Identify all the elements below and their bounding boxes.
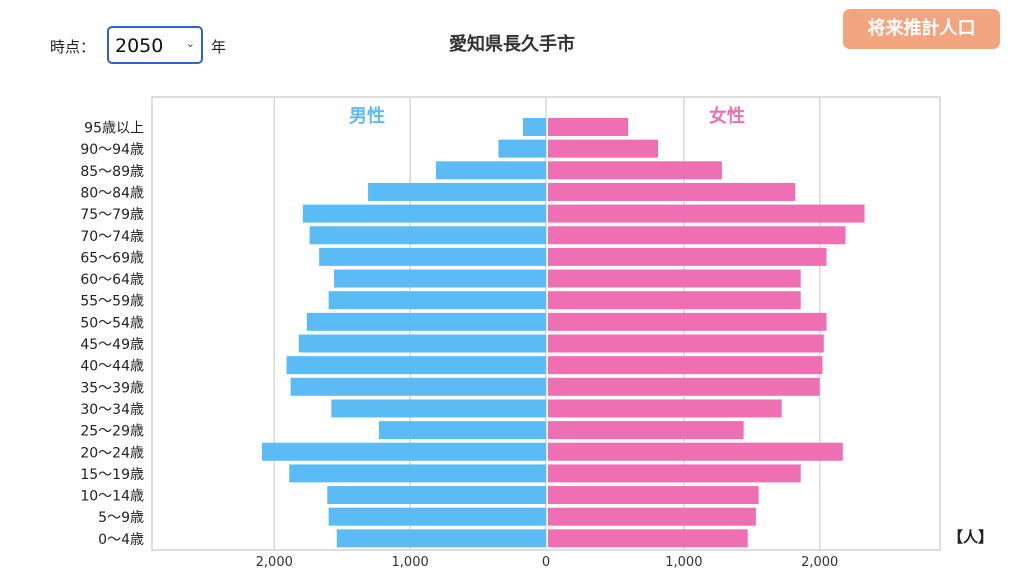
age-group-label: 85〜89歳	[80, 164, 144, 180]
female-bar	[548, 421, 744, 440]
year-select[interactable]: 2050 ⌄	[107, 26, 203, 64]
age-group-label: 25〜29歳	[80, 424, 144, 440]
female-bar	[548, 464, 801, 483]
female-bar	[548, 269, 801, 288]
age-group-label: 60〜64歳	[80, 272, 144, 288]
male-bar	[328, 507, 546, 526]
year-select-value: 2050	[115, 35, 164, 57]
male-bar	[286, 356, 546, 375]
male-bar	[327, 486, 546, 505]
male-bar	[328, 291, 546, 310]
male-bar	[334, 269, 546, 288]
female-bar	[548, 247, 827, 266]
age-group-label: 5〜9歳	[98, 510, 144, 526]
male-bar	[378, 421, 546, 440]
female-bar	[548, 399, 782, 418]
male-bar	[368, 182, 546, 201]
year-suffix: 年	[211, 38, 227, 56]
female-legend-label: 女性	[709, 105, 745, 127]
female-bar	[548, 226, 846, 245]
female-bar	[548, 182, 796, 201]
x-tick-label: 0	[542, 555, 550, 570]
age-group-label: 35〜39歳	[80, 380, 144, 396]
male-bar	[290, 377, 546, 396]
female-bar	[548, 139, 659, 158]
age-group-label: 50〜54歳	[80, 315, 144, 331]
female-bar	[548, 529, 748, 548]
female-bar	[548, 486, 759, 505]
x-tick-label: 1,000	[392, 555, 429, 570]
male-bar	[498, 139, 546, 158]
male-bar	[319, 247, 546, 266]
female-bar	[548, 204, 865, 223]
female-bar	[548, 356, 823, 375]
male-bar	[435, 161, 546, 180]
female-bar	[548, 291, 801, 310]
chevron-down-icon: ⌄	[185, 37, 195, 50]
future-population-button[interactable]: 将来推計人口	[843, 9, 1000, 49]
age-group-label: 75〜79歳	[80, 207, 144, 223]
age-group-label: 65〜69歳	[80, 250, 144, 266]
male-bar	[302, 204, 546, 223]
male-bar	[522, 118, 546, 136]
age-group-label: 95歳以上	[84, 121, 144, 137]
age-group-label: 30〜34歳	[80, 402, 144, 418]
male-legend-label: 男性	[349, 105, 385, 127]
age-group-label: 80〜84歳	[80, 185, 144, 201]
male-bar	[336, 529, 546, 548]
x-tick-label: 2,000	[256, 555, 293, 570]
female-bar	[548, 334, 824, 353]
male-bar	[306, 312, 546, 331]
x-tick-label: 1,000	[665, 555, 702, 570]
female-bar	[548, 312, 827, 331]
age-group-label: 70〜74歳	[80, 229, 144, 245]
year-label: 時点：	[50, 38, 96, 56]
male-bar	[289, 464, 546, 483]
x-tick-label: 2,000	[801, 555, 838, 570]
chart-title: 愛知県長久手市	[449, 34, 575, 55]
age-group-label: 45〜49歳	[80, 337, 144, 353]
male-bar	[309, 226, 546, 245]
age-group-label: 20〜24歳	[80, 445, 144, 461]
female-bar	[548, 507, 756, 526]
male-bar	[262, 442, 546, 461]
age-group-label: 15〜19歳	[80, 467, 144, 483]
female-bar	[548, 442, 843, 461]
age-group-label: 90〜94歳	[80, 142, 144, 158]
male-bar	[298, 334, 546, 353]
female-bar	[548, 377, 820, 396]
male-bar	[331, 399, 546, 418]
age-group-label: 40〜44歳	[80, 359, 144, 375]
female-bar	[548, 161, 722, 180]
age-group-label: 0〜4歳	[98, 532, 144, 548]
age-group-label: 55〜59歳	[80, 294, 144, 310]
female-bar	[548, 118, 629, 136]
unit-label: 【人】	[948, 528, 994, 546]
age-group-label: 10〜14歳	[80, 489, 144, 505]
